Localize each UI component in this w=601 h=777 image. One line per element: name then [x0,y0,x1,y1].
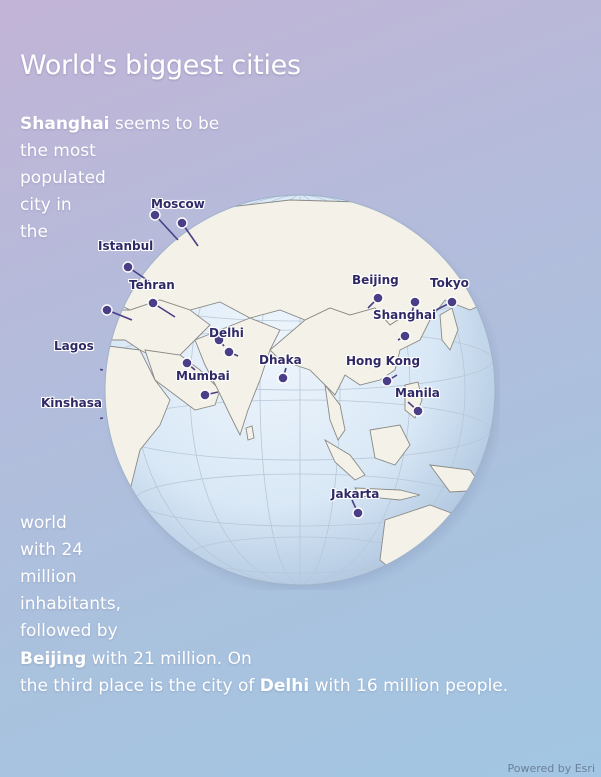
marker-guangzhou[interactable] [399,330,411,342]
marker-dhaka[interactable] [277,372,289,384]
marker-moscow[interactable] [149,209,161,221]
story-city-beijing: Beijing [20,649,87,669]
marker-jakarta[interactable] [352,507,364,519]
label-lagos: Lagos [54,339,94,353]
story-line: the third place is the city of Delhi wit… [20,676,509,696]
label-beijing: Beijing [352,273,399,287]
marker-hong-kong[interactable] [381,375,393,387]
marker-karachi[interactable] [181,357,193,369]
story-line: the most [20,141,96,161]
label-shanghai: Shanghai [373,308,437,322]
label-kinshasa: Kinshasa [41,396,102,410]
marker-manila[interactable] [412,405,424,417]
marker-lahore[interactable] [213,334,225,346]
label-moscow: Moscow [151,197,205,211]
label-tokyo: Tokyo [430,276,469,290]
story-line: city in [20,195,72,215]
label-hong-kong: Hong Kong [346,354,421,368]
story-line: Shanghai seems to be [20,114,220,134]
marker-cairo[interactable] [101,304,113,316]
story-line: Beijing with 21 million. On [20,649,252,669]
story-city-delhi: Delhi [259,676,310,696]
label-manila: Manila [395,386,440,400]
marker-delhi[interactable] [223,346,235,358]
label-dhaka: Dhaka [259,353,302,367]
story-line: the [20,222,48,242]
marker-beijing[interactable] [372,292,384,304]
label-tehran: Tehran [129,278,175,292]
story-city-shanghai: Shanghai [20,114,110,134]
story-line: inhabitants, [20,594,121,614]
marker-mumbai[interactable] [199,389,211,401]
marker-moscow-2[interactable] [176,217,188,229]
story-line: million [20,567,77,587]
label-delhi: Delhi [209,326,244,340]
page-title: World's biggest cities [20,50,301,81]
story-line: followed by [20,621,118,641]
marker-shanghai[interactable] [409,296,421,308]
label-jakarta: Jakarta [331,487,380,501]
story-line: world [20,513,67,533]
label-mumbai: Mumbai [176,369,230,383]
globe-map[interactable] [100,190,500,590]
esri-credit[interactable]: Powered by Esri [507,762,595,775]
marker-tokyo[interactable] [446,296,458,308]
label-istanbul: Istanbul [98,239,154,253]
city-markers [101,209,458,519]
story-line: with 24 [20,540,84,560]
globe-outline [104,194,496,586]
marker-tehran[interactable] [147,297,159,309]
marker-istanbul[interactable] [122,261,134,273]
story-line: populated [20,168,106,188]
